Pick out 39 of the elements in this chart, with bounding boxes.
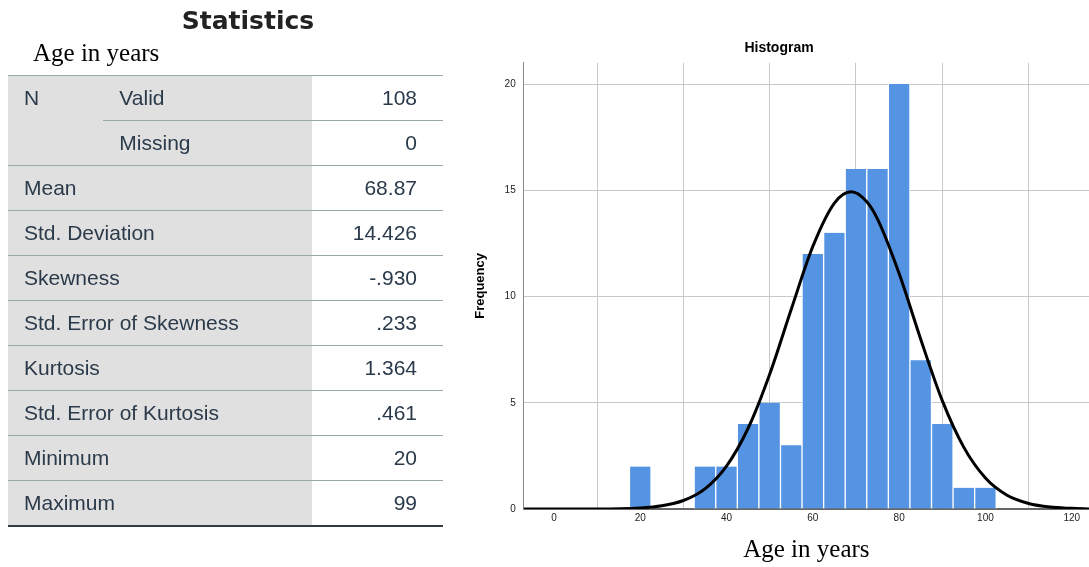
category-label: Missing — [119, 131, 191, 154]
y-tick-label: 15 — [504, 184, 517, 196]
y-tick-label: 20 — [504, 77, 517, 89]
line-series — [523, 190, 1089, 509]
text: 68.87 — [364, 176, 417, 199]
text: .233 — [376, 311, 417, 334]
chart-title: Histogram — [744, 39, 814, 56]
category-label: Mean — [24, 176, 77, 199]
x-tick-label: 20 — [634, 511, 647, 523]
y-tick-label: 0 — [510, 502, 517, 514]
text: Age in years — [33, 39, 161, 67]
x-tick-label: 100 — [977, 511, 995, 523]
text: Statistics — [180, 6, 316, 35]
y-tick-label: 5 — [510, 396, 517, 408]
text: 20 — [393, 446, 417, 469]
x-tick-label: 60 — [807, 511, 819, 523]
x-tick-label: 80 — [893, 511, 906, 523]
text: 99 — [393, 491, 417, 514]
category-label: Minimum — [24, 446, 110, 469]
x-tick-label: 0 — [551, 511, 558, 523]
text: 14.426 — [352, 221, 417, 244]
category-label: Valid — [119, 86, 165, 109]
category-label: Std. Deviation — [24, 221, 155, 244]
text: 0 — [405, 131, 417, 154]
category-label: Std. Error of Skewness — [24, 311, 239, 334]
x-tick-label: 120 — [1063, 511, 1081, 523]
category-label: Maximum — [24, 491, 116, 514]
text: 108 — [381, 86, 417, 109]
text: -.930 — [369, 266, 417, 289]
category-label: Kurtosis — [24, 356, 100, 379]
text: .461 — [376, 401, 417, 424]
text: 1.364 — [364, 356, 417, 379]
x-tick-label: 40 — [720, 511, 733, 523]
y-axis-title: Frequency — [472, 252, 488, 319]
category-label: Std. Error of Kurtosis — [24, 401, 219, 424]
x-axis-title: Age in years — [743, 534, 870, 562]
y-tick-label: 10 — [504, 290, 517, 302]
category-label: Skewness — [24, 266, 120, 289]
category-label: N — [24, 86, 40, 109]
